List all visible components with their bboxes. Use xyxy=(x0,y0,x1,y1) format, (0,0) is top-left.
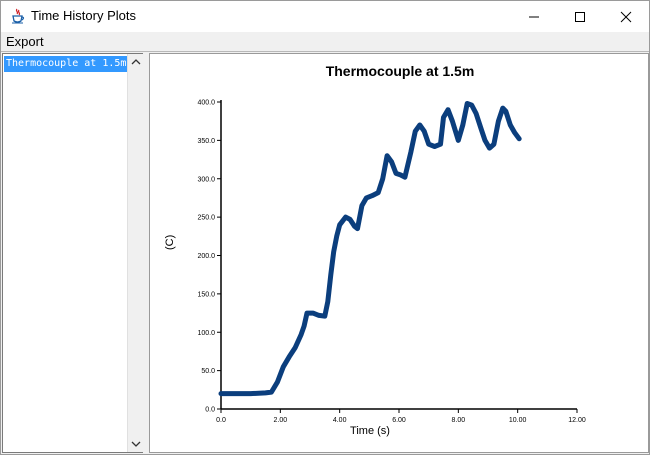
line-chart: 0.0 2.00 4.00 6.00 8.00 10.00 12.00 0.0 50.0 100.… xyxy=(197,100,586,425)
menu-divider xyxy=(1,51,649,52)
x-tick-label: 0.0 xyxy=(216,417,226,424)
y-tick-label: 100.0 xyxy=(197,330,215,337)
maximize-button[interactable] xyxy=(557,1,603,32)
split-pane-divider[interactable] xyxy=(143,53,148,453)
title-bar[interactable]: Time History Plots xyxy=(1,1,649,32)
x-tick-label: 4.00 xyxy=(333,417,347,424)
minimize-button[interactable] xyxy=(511,1,557,32)
y-tick-label: 50.0 xyxy=(201,368,215,375)
menu-export[interactable]: Export xyxy=(6,34,44,49)
scroll-up-button[interactable] xyxy=(128,54,144,71)
minimize-icon xyxy=(529,16,539,18)
y-tick-label: 0.0 xyxy=(205,407,215,414)
chart-title: Thermocouple at 1.5m xyxy=(325,63,475,79)
close-icon xyxy=(620,11,632,23)
y-tick-label: 200.0 xyxy=(197,253,215,260)
close-button[interactable] xyxy=(603,1,649,32)
menu-bar: Export xyxy=(1,32,649,51)
y-tick-label: 350.0 xyxy=(197,138,215,145)
y-tick-label: 250.0 xyxy=(197,215,215,222)
x-tick-label: 8.00 xyxy=(452,417,466,424)
chevron-down-icon xyxy=(131,441,141,447)
x-tick-label: 10.00 xyxy=(509,417,527,424)
chart-panel: Thermocouple at 1.5m 0.0 2.00 4.00 6.00 8.00… xyxy=(149,53,649,453)
y-axis-label: (C) xyxy=(164,234,176,250)
x-axis-label: Time (s) xyxy=(350,425,390,437)
x-tick-label: 12.00 xyxy=(568,417,586,424)
y-tick-label: 150.0 xyxy=(197,291,215,298)
chevron-up-icon xyxy=(131,59,141,65)
list-scrollbar[interactable] xyxy=(127,54,143,452)
x-tick-label: 6.00 xyxy=(392,417,406,424)
y-tick-label: 400.0 xyxy=(197,100,215,107)
plot-list[interactable]: Thermocouple at 1.5m xyxy=(2,53,143,453)
window-title: Time History Plots xyxy=(31,8,136,23)
scroll-down-button[interactable] xyxy=(128,435,144,452)
x-tick-label: 2.00 xyxy=(274,417,288,424)
maximize-icon xyxy=(575,12,585,22)
series-line-thermocouple xyxy=(218,101,522,397)
java-coffee-cup-icon xyxy=(10,8,26,24)
list-item-thermocouple[interactable]: Thermocouple at 1.5m xyxy=(4,56,127,72)
y-tick-label: 300.0 xyxy=(197,176,215,183)
